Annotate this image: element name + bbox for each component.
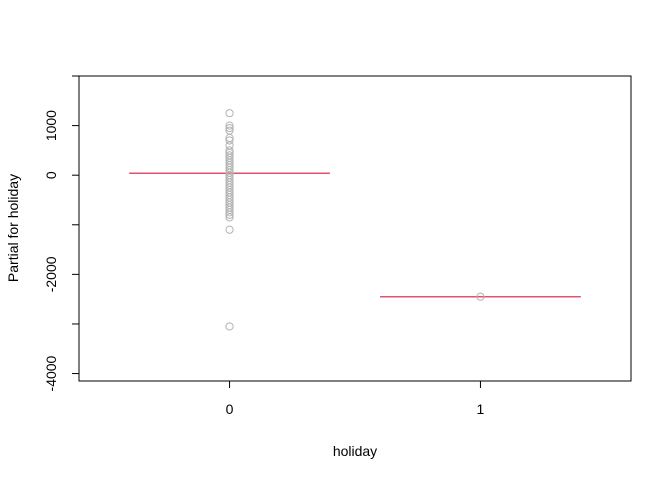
x-axis-title: holiday (333, 443, 377, 459)
data-points (225, 109, 485, 331)
y-tick-label: -2000 (43, 256, 59, 292)
y-tick-label: -4000 (43, 355, 59, 391)
y-axis: -4000 -2000 0 1000 (43, 75, 80, 391)
data-point (225, 109, 234, 118)
data-point (225, 123, 234, 133)
y-axis-title: Partial for holiday (5, 174, 21, 282)
data-point (225, 225, 234, 234)
data-point (225, 136, 234, 145)
fit-lines (129, 172, 581, 298)
data-point (225, 322, 234, 331)
y-tick-label: 1000 (43, 110, 59, 141)
data-point (225, 121, 234, 130)
x-tick-label: 0 (226, 401, 234, 417)
data-point (225, 208, 234, 217)
x-tick-label: 1 (477, 401, 485, 417)
y-tick-label: 0 (43, 171, 59, 179)
data-point (225, 213, 234, 222)
data-point (225, 210, 234, 219)
plot-box (78, 75, 632, 382)
data-point (476, 292, 485, 301)
